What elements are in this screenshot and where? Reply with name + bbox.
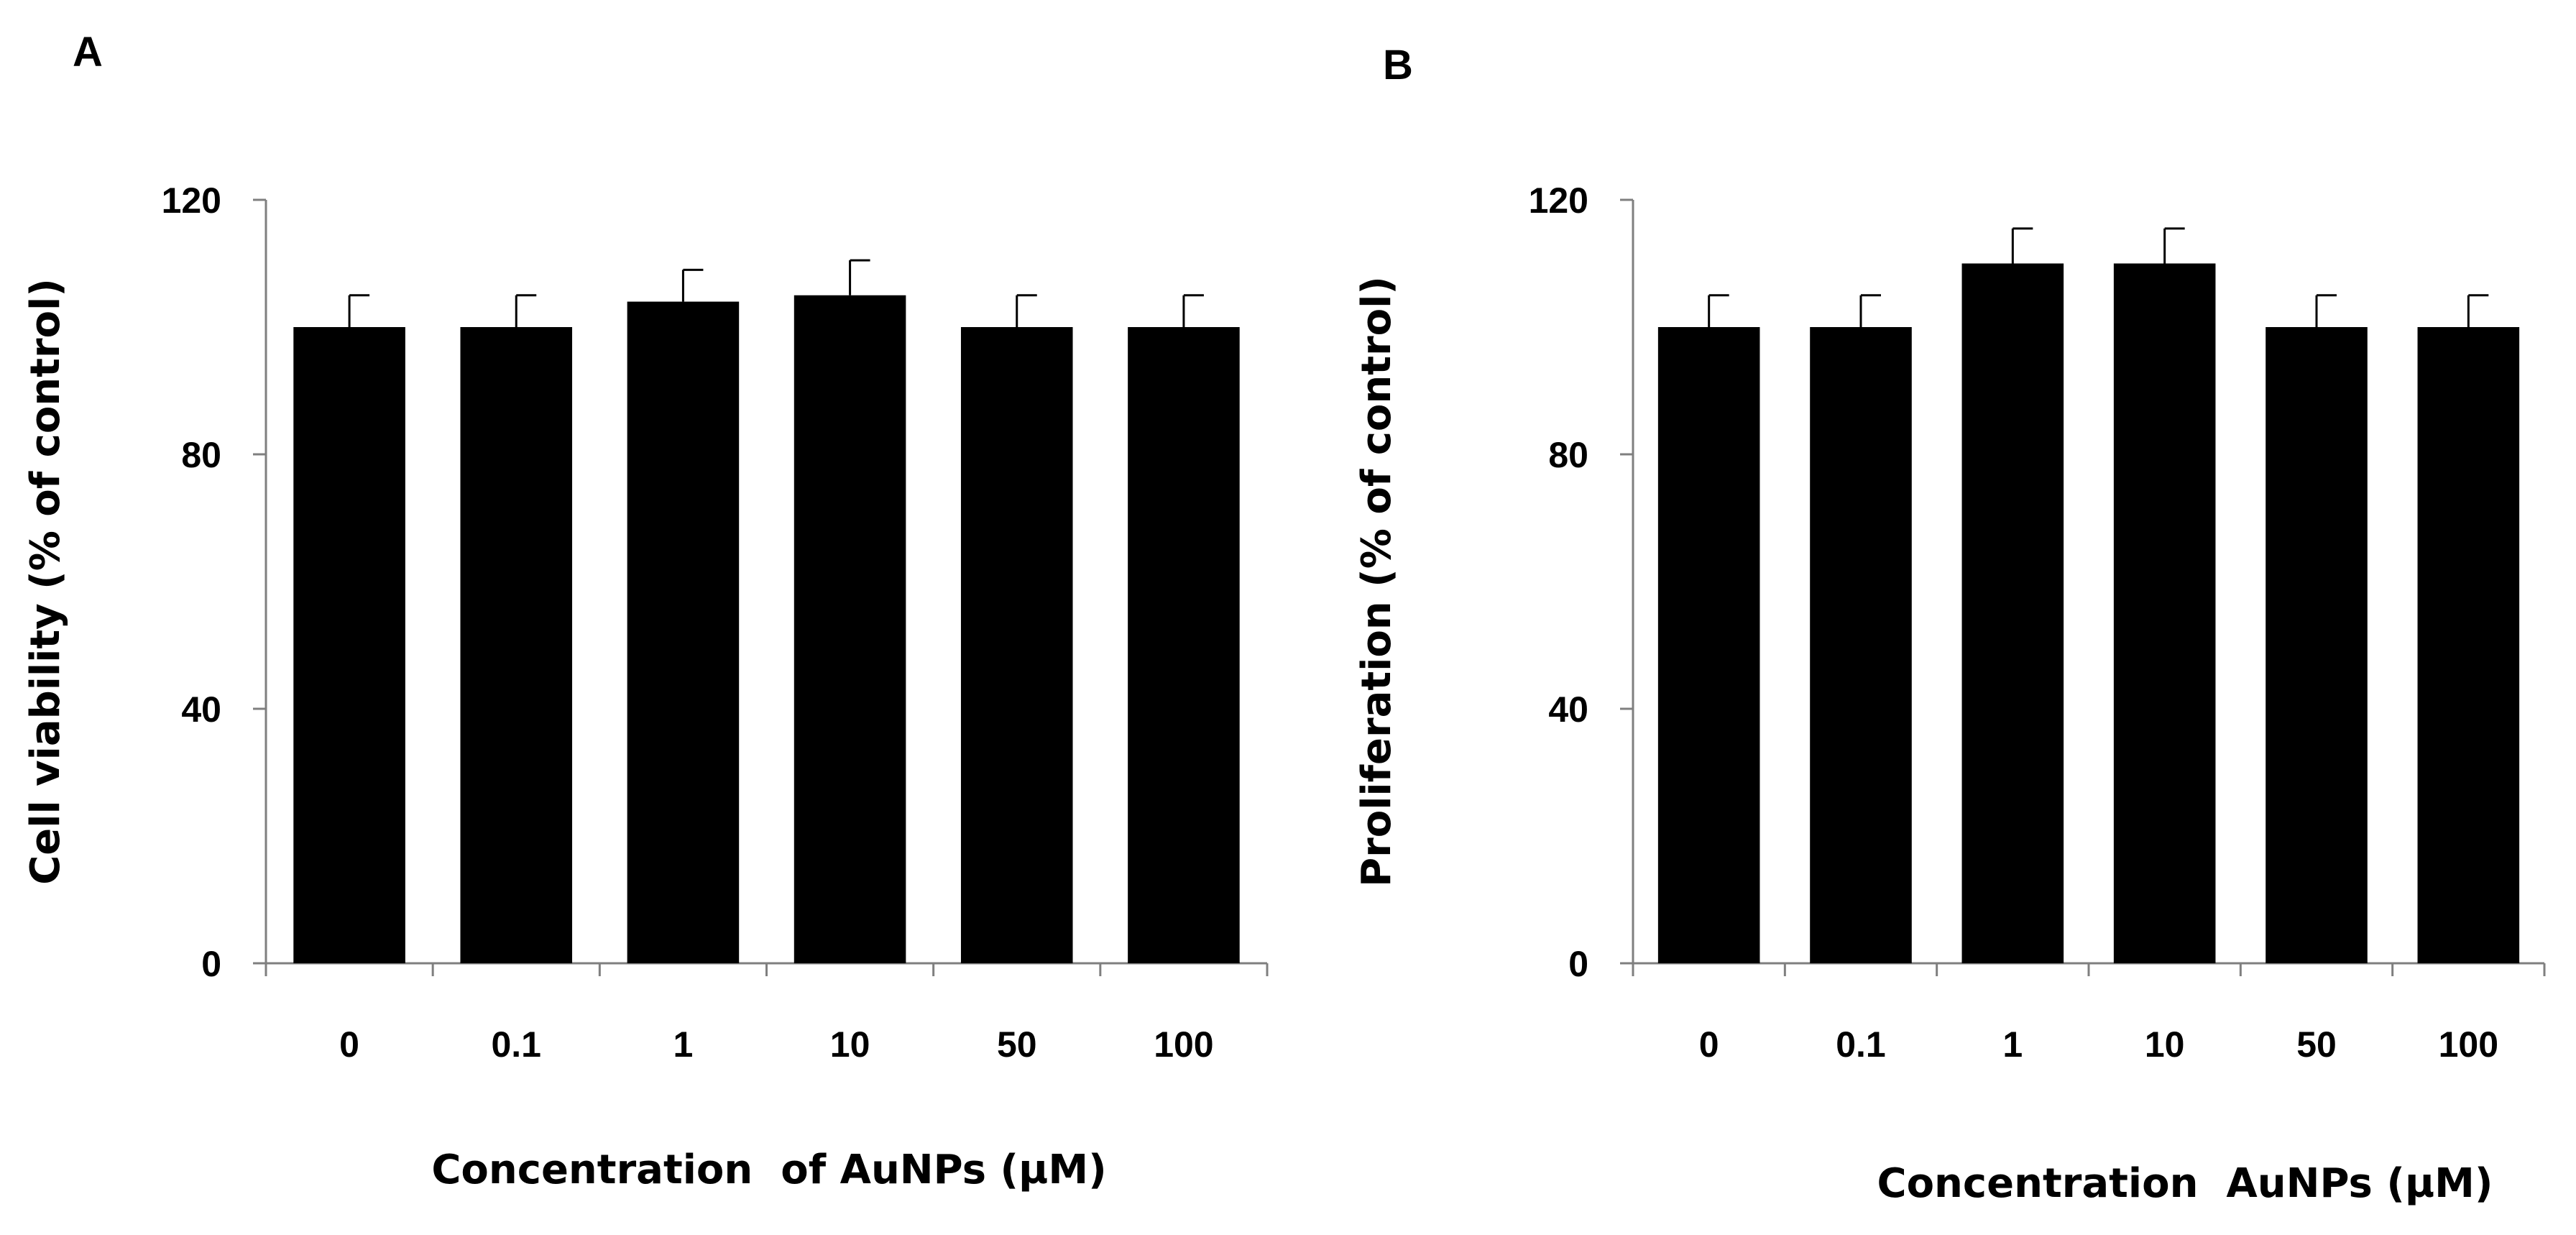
panel-b-bar [2113,263,2216,963]
panel-a-x-tick-label: 10 [830,1024,870,1065]
panel-a-y-axis-title: Cell viability (% of control) [22,278,69,885]
panel-a-y-tick-label: 80 [181,435,221,475]
panel-a-bar [794,295,906,963]
panel-b-x-tick-label: 0.1 [1836,1024,1886,1065]
panel-a-bar [460,327,573,963]
panel-b-y-axis-title: Proliferation (% of control) [1353,276,1400,887]
panel-a-y-tick-label: 0 [201,944,221,984]
panel-a-bar [293,327,405,963]
panel-a-y-tick-label: 40 [181,689,221,730]
panel-b-bar [2417,327,2520,963]
panel-a-x-tick-label: 100 [1154,1024,1213,1065]
panel-b-x-tick-label: 10 [2145,1024,2185,1065]
panel-b-bar [1961,263,2064,963]
panel-a-bar [627,301,740,964]
panel-b-bar [2266,327,2368,963]
panel-a-x-axis-title: Concentration of AuNPs (µM) [431,1147,1106,1193]
panel-a-x-tick-label: 50 [997,1024,1037,1065]
panel-b-bar [1810,327,1912,963]
panel-a-letter: A [73,29,103,75]
panel-a-x-tick-label: 0 [339,1024,359,1065]
panel-b-letter: B [1383,42,1413,88]
panel-a-x-tick-label: 0.1 [491,1024,541,1065]
panel-b-bar [1657,327,1760,963]
panel-b-y-tick-label: 0 [1568,944,1588,984]
panel-b-x-tick-label: 1 [2002,1024,2023,1065]
panel-b-x-tick-label: 0 [1699,1024,1719,1065]
panel-b: B 0 40 80 120 0 0.1 1 10 50 100 Proliferation (% of… [1353,42,2546,1207]
panel-a-y-tick-label: 120 [162,180,221,221]
panel-a-bar [1128,327,1240,963]
panel-b-x-axis-title: Concentration AuNPs (µM) [1877,1160,2493,1207]
panel-b-x-tick-label: 50 [2296,1024,2337,1065]
panel-a-bar [960,327,1073,963]
panel-b-y-tick-label: 120 [1529,180,1588,221]
panel-a-x-tick-label: 1 [673,1024,694,1065]
panel-b-y-tick-label: 80 [1548,435,1588,475]
panel-b-x-tick-label: 100 [2439,1024,2498,1065]
panel-a: A 0 40 80 120 0 0.1 1 10 50 100 Cell viability (% o… [22,29,1269,1193]
panel-b-y-tick-label: 40 [1548,689,1588,730]
